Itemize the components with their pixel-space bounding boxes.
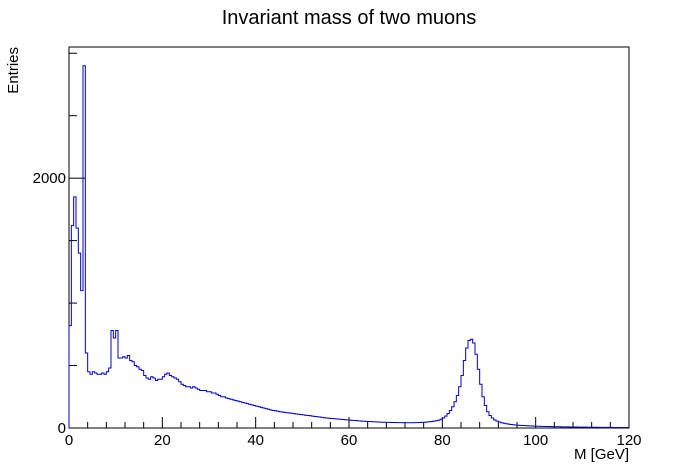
x-tick-label: 40 (247, 432, 264, 449)
x-tick-label: 100 (523, 432, 548, 449)
x-axis-ticks: 0 20 40 60 80 100 120 (65, 417, 642, 449)
x-axis-label: M [GeV] (574, 446, 629, 463)
x-tick-label: 0 (65, 432, 73, 449)
x-tick-label: 120 (616, 432, 641, 449)
y-axis-ticks: 0 2000 (33, 52, 85, 437)
y-axis-label: Entries (5, 47, 22, 94)
y-tick-label: 0 (58, 420, 66, 437)
chart-title: Invariant mass of two muons (222, 7, 477, 29)
x-tick-label: 60 (341, 432, 358, 449)
plot-frame (68, 46, 630, 429)
x-tick-label: 20 (154, 432, 171, 449)
y-tick-label: 2000 (33, 170, 66, 187)
histogram-series-line (68, 65, 629, 428)
x-tick-label: 80 (434, 432, 451, 449)
